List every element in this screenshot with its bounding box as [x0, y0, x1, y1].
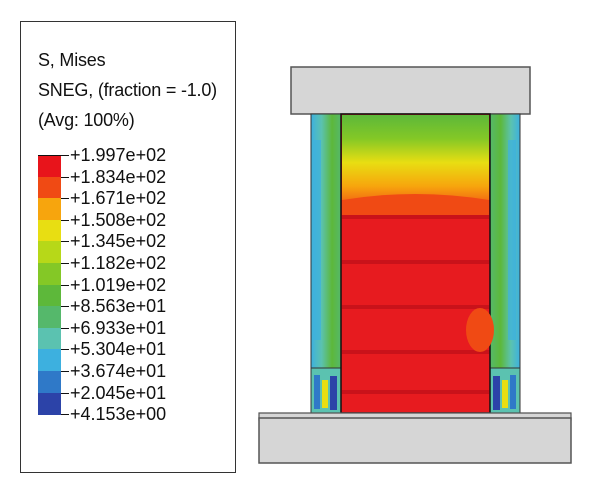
right-column: [489, 113, 521, 414]
legend-swatch: [38, 284, 61, 307]
legend-value: +4.153e+00: [70, 404, 167, 425]
legend-tick: [61, 155, 69, 156]
legend-value: +1.182e+02: [70, 253, 167, 273]
legend-swatch: [38, 327, 61, 350]
legend-swatch: [38, 198, 61, 221]
legend-tick: [61, 176, 69, 178]
legend-swatch: [38, 263, 61, 286]
legend-tick: [61, 241, 69, 243]
legend-tick: [61, 263, 69, 264]
legend-tick: [61, 306, 69, 308]
legend-value: +1.834e+02: [70, 166, 167, 187]
legend-panel: S, Mises SNEG, (fraction = -1.0) (Avg: 1…: [20, 21, 236, 473]
legend-swatch: [38, 219, 61, 242]
bottom-plate: [258, 417, 572, 464]
legend-tick: [61, 371, 69, 372]
legend-value: +1.997e+02: [70, 145, 167, 165]
legend-tick: [61, 284, 69, 286]
legend-swatch: [38, 155, 61, 178]
top-plate: [290, 66, 531, 115]
legend-subtitle: SNEG, (fraction = -1.0): [38, 80, 217, 100]
core-block: [340, 113, 494, 414]
legend-tick: [61, 392, 69, 394]
fe-model-contour: [258, 66, 572, 464]
legend-value: +8.563e+01: [70, 296, 167, 317]
legend-tick: [61, 327, 69, 329]
legend-value: +1.508e+02: [70, 209, 167, 230]
legend-title: S, Mises: [38, 50, 106, 70]
legend-scale-top-edge: [38, 155, 61, 156]
legend-averaging: (Avg: 100%): [38, 110, 135, 130]
legend-value: +3.674e+01: [70, 361, 167, 381]
legend-value: +1.019e+02: [70, 274, 167, 295]
legend-swatch: [38, 349, 61, 372]
legend-swatch: [38, 241, 61, 264]
legend-swatch: [38, 176, 61, 199]
legend-value: +2.045e+01: [70, 382, 167, 403]
legend-value: +5.304e+01: [70, 339, 167, 360]
legend-value: +1.671e+02: [70, 188, 167, 209]
legend-tick: [61, 414, 69, 416]
legend-tick: [61, 349, 69, 351]
legend-tick: [61, 198, 69, 200]
legend-swatch: [38, 392, 61, 415]
legend-value: +6.933e+01: [70, 317, 167, 338]
legend-swatch: [38, 371, 61, 394]
legend-value: +1.345e+02: [70, 231, 167, 252]
left-column: [310, 113, 342, 414]
legend-swatch: [38, 306, 61, 329]
legend-tick: [61, 219, 69, 221]
